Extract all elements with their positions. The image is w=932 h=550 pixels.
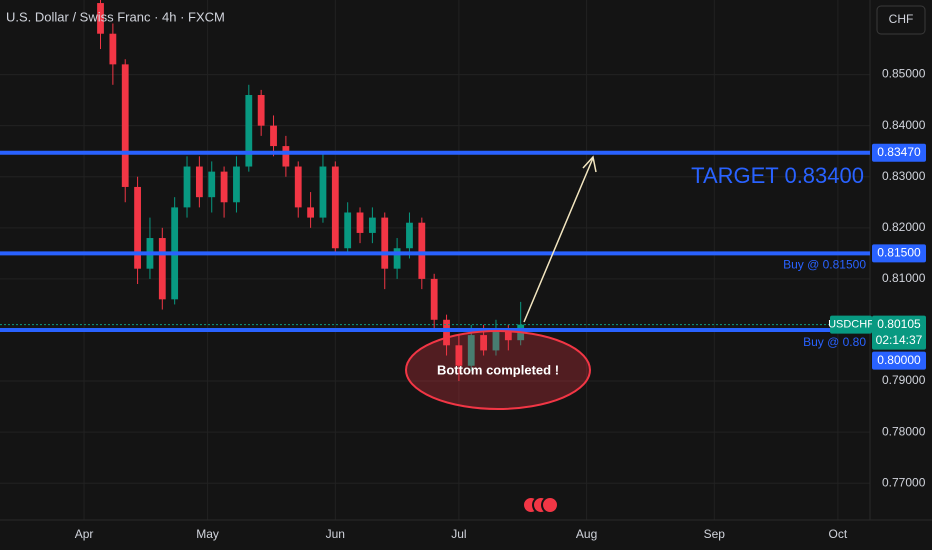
candle-body [134, 186, 141, 269]
target-text: TARGET 0.83400 [691, 163, 864, 188]
y-tick-label: 0.83000 [882, 169, 926, 183]
candle-body [356, 212, 364, 233]
y-tick-label: 0.77000 [882, 475, 926, 489]
symbol-box [830, 315, 872, 334]
symbol-label: USDCHF [828, 319, 874, 331]
candle-body [492, 329, 500, 351]
level-price-box [872, 244, 926, 263]
candle-body [430, 278, 438, 320]
x-tick-label: Sep [704, 527, 726, 541]
annotation-arrowhead [582, 155, 597, 173]
annotation-text: Bottom completed ! [437, 362, 559, 377]
candle-body [245, 95, 253, 167]
x-tick-label: Apr [75, 527, 94, 541]
candle-body [467, 335, 475, 366]
y-tick-label: 0.81000 [882, 271, 926, 285]
candle-body [109, 33, 117, 65]
level-price-label: 0.80000 [877, 353, 921, 367]
level-price-box [872, 351, 926, 370]
candle-body [282, 146, 290, 167]
candle-body [406, 222, 413, 249]
candle-body [233, 166, 240, 203]
y-tick-label: 0.84000 [882, 118, 926, 132]
level-note: Buy @ 0.80 [803, 335, 866, 349]
event-icons [522, 496, 559, 514]
level-price-box [872, 143, 926, 162]
annotation-arrow [523, 157, 594, 323]
candle-body [307, 207, 314, 218]
x-tick-label: Jun [326, 527, 345, 541]
candle-body [455, 345, 463, 366]
countdown-label: 02:14:37 [876, 333, 923, 347]
candle-body [270, 125, 277, 147]
candle-body [220, 171, 228, 203]
x-tick-label: Oct [829, 527, 848, 541]
y-tick-label: 0.82000 [882, 220, 926, 234]
y-tick-label: 0.85000 [882, 67, 926, 81]
candle-body [319, 166, 327, 218]
candle-body [257, 95, 265, 126]
candle-body [393, 248, 401, 269]
level-price-label: 0.81500 [877, 246, 921, 260]
candle-body [97, 3, 104, 34]
currency-button[interactable] [876, 5, 926, 35]
candle-body [443, 319, 450, 346]
level-price-label: 0.83470 [877, 145, 921, 159]
candle-body [195, 166, 203, 198]
candle-body [368, 217, 376, 233]
candle-body [480, 335, 488, 351]
x-tick-label: Jul [451, 527, 466, 541]
candle-body [208, 171, 216, 198]
y-tick-label: 0.79000 [882, 373, 926, 387]
x-tick-label: Aug [576, 527, 597, 541]
current-price-label: 0.80105 [877, 317, 921, 331]
candle-body [381, 217, 389, 269]
candle-body [331, 166, 339, 249]
candle-body [344, 212, 352, 249]
annotation-ellipse [405, 330, 591, 410]
current-price-box [872, 315, 926, 350]
candle-body [183, 166, 191, 208]
chart-title: U.S. Dollar / Swiss Franc · 4h · FXCM [6, 9, 225, 24]
candle-body [504, 329, 512, 341]
candle-body [418, 222, 426, 279]
level-note: Buy @ 0.81500 [783, 258, 866, 272]
candle-body [158, 238, 166, 300]
candle-body [121, 64, 129, 187]
y-tick-label: 0.78000 [882, 424, 926, 438]
currency-label: CHF [889, 12, 914, 26]
candle-body [294, 166, 302, 208]
x-tick-label: May [196, 527, 219, 541]
